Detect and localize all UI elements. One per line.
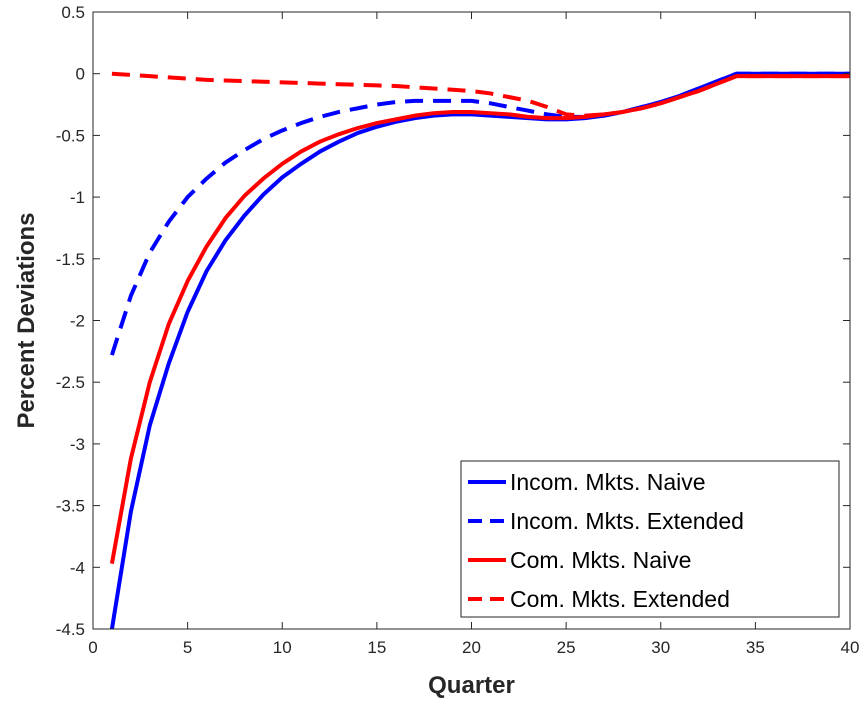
legend-label: Com. Mkts. Naive bbox=[510, 547, 691, 573]
ticks-layer: 0 5 10 15 20 25 30 35 40 0.5 0 -0.5 -1 -1.5 -2 -2.5 -3 -3… bbox=[56, 3, 860, 657]
y-tick-label: -3 bbox=[70, 435, 85, 454]
y-tick-label: -2 bbox=[70, 312, 85, 331]
series-line-4 bbox=[111, 71, 850, 118]
x-tick-label: 10 bbox=[273, 638, 292, 657]
y-tick-label: -1 bbox=[70, 188, 85, 207]
legend-label: Incom. Mkts. Naive bbox=[510, 469, 706, 495]
x-axis-title: Quarter bbox=[428, 672, 515, 699]
y-tick-label: -1.5 bbox=[56, 250, 85, 269]
legend-label: Com. Mkts. Extended bbox=[510, 586, 730, 612]
x-tick-label: 15 bbox=[367, 638, 386, 657]
x-tick-label: 0 bbox=[88, 638, 97, 657]
y-tick-label: 0.5 bbox=[61, 3, 85, 22]
y-tick-label: -2.5 bbox=[56, 373, 85, 392]
y-tick-label: -4 bbox=[70, 558, 85, 577]
legend-items: Incom. Mkts. Naive Incom. Mkts. Extended C… bbox=[468, 469, 744, 612]
series-line-2 bbox=[110, 71, 850, 356]
x-tick-label: 30 bbox=[651, 638, 670, 657]
y-tick-label: -3.5 bbox=[56, 497, 85, 516]
y-tick-label: 0 bbox=[76, 65, 85, 84]
legend: Incom. Mkts. Naive Incom. Mkts. Extended C… bbox=[460, 460, 840, 618]
x-tick-label: 5 bbox=[183, 638, 192, 657]
y-axis-title: Percent Deviations bbox=[13, 212, 40, 428]
x-tick-label: 25 bbox=[557, 638, 576, 657]
legend-label: Incom. Mkts. Extended bbox=[510, 508, 744, 534]
series-line-1 bbox=[109, 71, 850, 630]
y-tick-label: -4.5 bbox=[56, 620, 85, 639]
series-layer bbox=[109, 71, 850, 630]
x-tick-label: 20 bbox=[462, 638, 481, 657]
legend-box bbox=[460, 460, 840, 618]
y-tick-label: -0.5 bbox=[56, 126, 85, 145]
x-tick-label: 35 bbox=[746, 638, 765, 657]
x-tick-label: 40 bbox=[841, 638, 860, 657]
